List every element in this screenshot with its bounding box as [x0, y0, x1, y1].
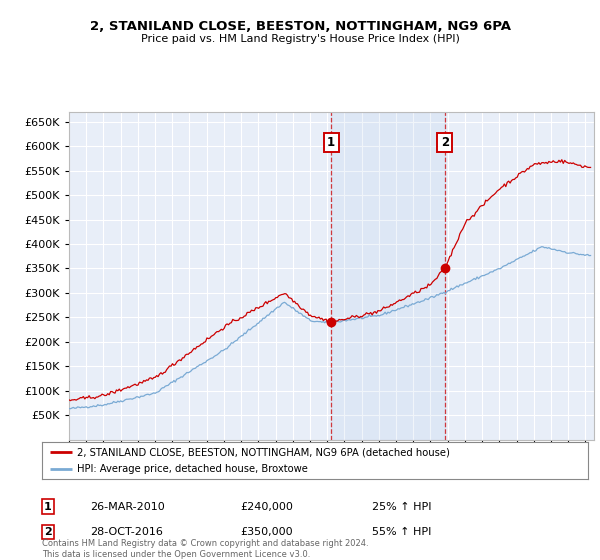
Text: 25% ↑ HPI: 25% ↑ HPI	[372, 502, 431, 512]
Text: 26-MAR-2010: 26-MAR-2010	[90, 502, 165, 512]
Text: HPI: Average price, detached house, Broxtowe: HPI: Average price, detached house, Brox…	[77, 464, 308, 474]
Text: 2: 2	[440, 136, 449, 149]
Text: £350,000: £350,000	[240, 527, 293, 537]
Text: £240,000: £240,000	[240, 502, 293, 512]
Text: Price paid vs. HM Land Registry's House Price Index (HPI): Price paid vs. HM Land Registry's House …	[140, 34, 460, 44]
Text: 2: 2	[44, 527, 52, 537]
Text: 1: 1	[327, 136, 335, 149]
Text: Contains HM Land Registry data © Crown copyright and database right 2024.
This d: Contains HM Land Registry data © Crown c…	[42, 539, 368, 559]
Bar	[331, 112, 445, 440]
Text: 2, STANILAND CLOSE, BEESTON, NOTTINGHAM, NG9 6PA: 2, STANILAND CLOSE, BEESTON, NOTTINGHAM,…	[89, 20, 511, 32]
Text: 55% ↑ HPI: 55% ↑ HPI	[372, 527, 431, 537]
Text: 1: 1	[44, 502, 52, 512]
Text: 28-OCT-2016: 28-OCT-2016	[90, 527, 163, 537]
Text: 2, STANILAND CLOSE, BEESTON, NOTTINGHAM, NG9 6PA (detached house): 2, STANILAND CLOSE, BEESTON, NOTTINGHAM,…	[77, 447, 451, 457]
